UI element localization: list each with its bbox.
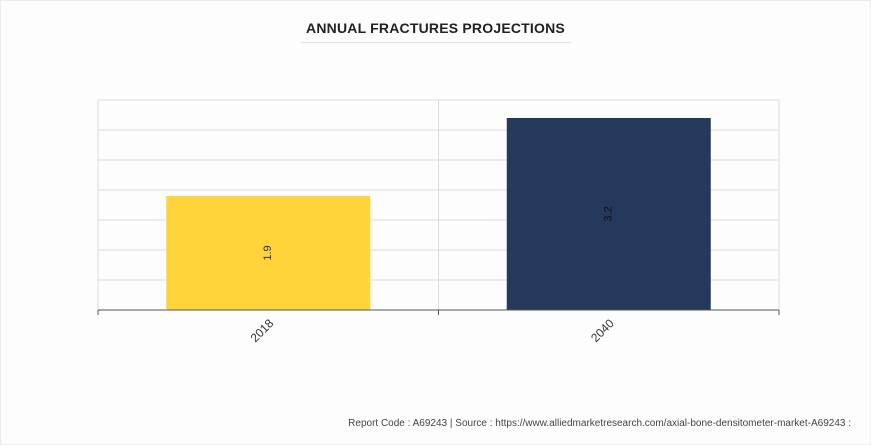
x-tick-label-2040: 2040 bbox=[588, 316, 617, 345]
bar-2040 bbox=[506, 118, 711, 310]
chart-title: ANNUAL FRACTURES PROJECTIONS bbox=[306, 20, 565, 36]
bar-2018 bbox=[166, 196, 371, 310]
title-underline bbox=[301, 42, 571, 43]
source-footer: Report Code : A69243 | Source : https://… bbox=[348, 418, 851, 429]
x-tick-label-2018: 2018 bbox=[248, 316, 277, 345]
data-label-2018: 1.9 bbox=[262, 245, 274, 260]
data-label-2040: 3.2 bbox=[603, 206, 615, 221]
